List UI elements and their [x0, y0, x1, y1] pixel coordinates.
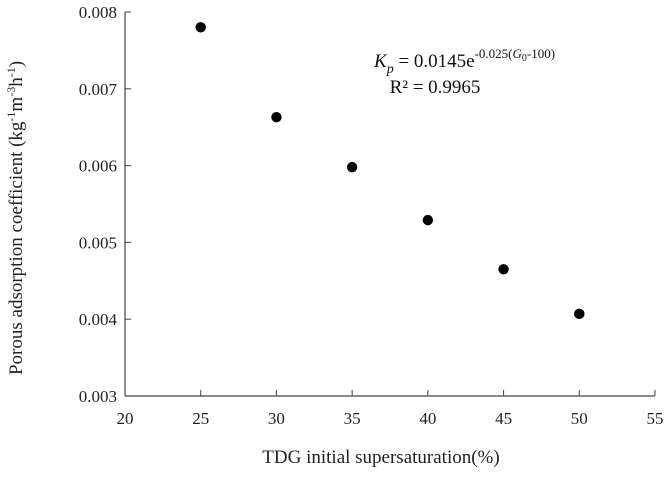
data-point	[498, 264, 509, 275]
x-tick-label: 35	[344, 409, 361, 428]
x-tick-label: 30	[268, 409, 285, 428]
x-tick-label: 50	[571, 409, 588, 428]
data-point	[422, 214, 434, 226]
data-point	[574, 308, 585, 320]
y-axis-label: Porous adsorption coefficient (kg-1m-3h-…	[4, 61, 27, 375]
eq-k-sub: p	[386, 62, 394, 77]
y-axis-label-sup-kg: -1	[4, 112, 18, 122]
x-tick-label: 45	[495, 409, 512, 428]
eq-mid: = 0.0145e	[394, 51, 475, 72]
x-tick-label: 55	[647, 409, 664, 428]
y-axis-ticks: 0.003 0.004 0.005 0.006 0.007 0.008	[79, 3, 131, 406]
y-tick-label: 0.003	[79, 387, 117, 406]
data-point	[271, 112, 282, 123]
y-axis-label-close: )	[6, 61, 27, 67]
y-axis-label-main: Porous adsorption coefficient (kg	[6, 121, 27, 375]
y-tick-label: 0.005	[79, 233, 117, 252]
x-tick-label: 40	[419, 409, 436, 428]
y-axis-label-h: h	[6, 77, 27, 87]
data-point	[195, 22, 206, 33]
y-tick-label: 0.008	[79, 3, 117, 22]
eq-exp-a: -0.025(	[475, 46, 513, 61]
r-squared-label: R² = 0.9965	[390, 77, 481, 98]
y-tick-label: 0.004	[79, 310, 118, 329]
data-points	[195, 22, 585, 320]
eq-exp-sub: 0	[522, 53, 527, 64]
eq-exp-b: -100)	[527, 46, 555, 61]
eq-exp-var: G	[513, 46, 523, 61]
y-axis-label-m: m	[6, 97, 27, 112]
x-axis-label: TDG initial supersaturation(%)	[262, 447, 499, 468]
data-point	[346, 161, 358, 173]
y-axis-label-sup-m: -3	[4, 87, 18, 97]
x-tick-label: 20	[117, 409, 134, 428]
y-tick-label: 0.006	[79, 157, 117, 176]
y-tick-label: 0.007	[79, 80, 118, 99]
trendline-equation: Kp = 0.0145e-0.025(G0-100)	[373, 46, 555, 77]
y-axis-label-sup-h: -1	[4, 67, 18, 77]
x-axis-ticks: 20 25 30 35 40 45 50 55	[117, 390, 664, 428]
x-tick-label: 25	[192, 409, 209, 428]
eq-k-var: K	[373, 51, 388, 72]
